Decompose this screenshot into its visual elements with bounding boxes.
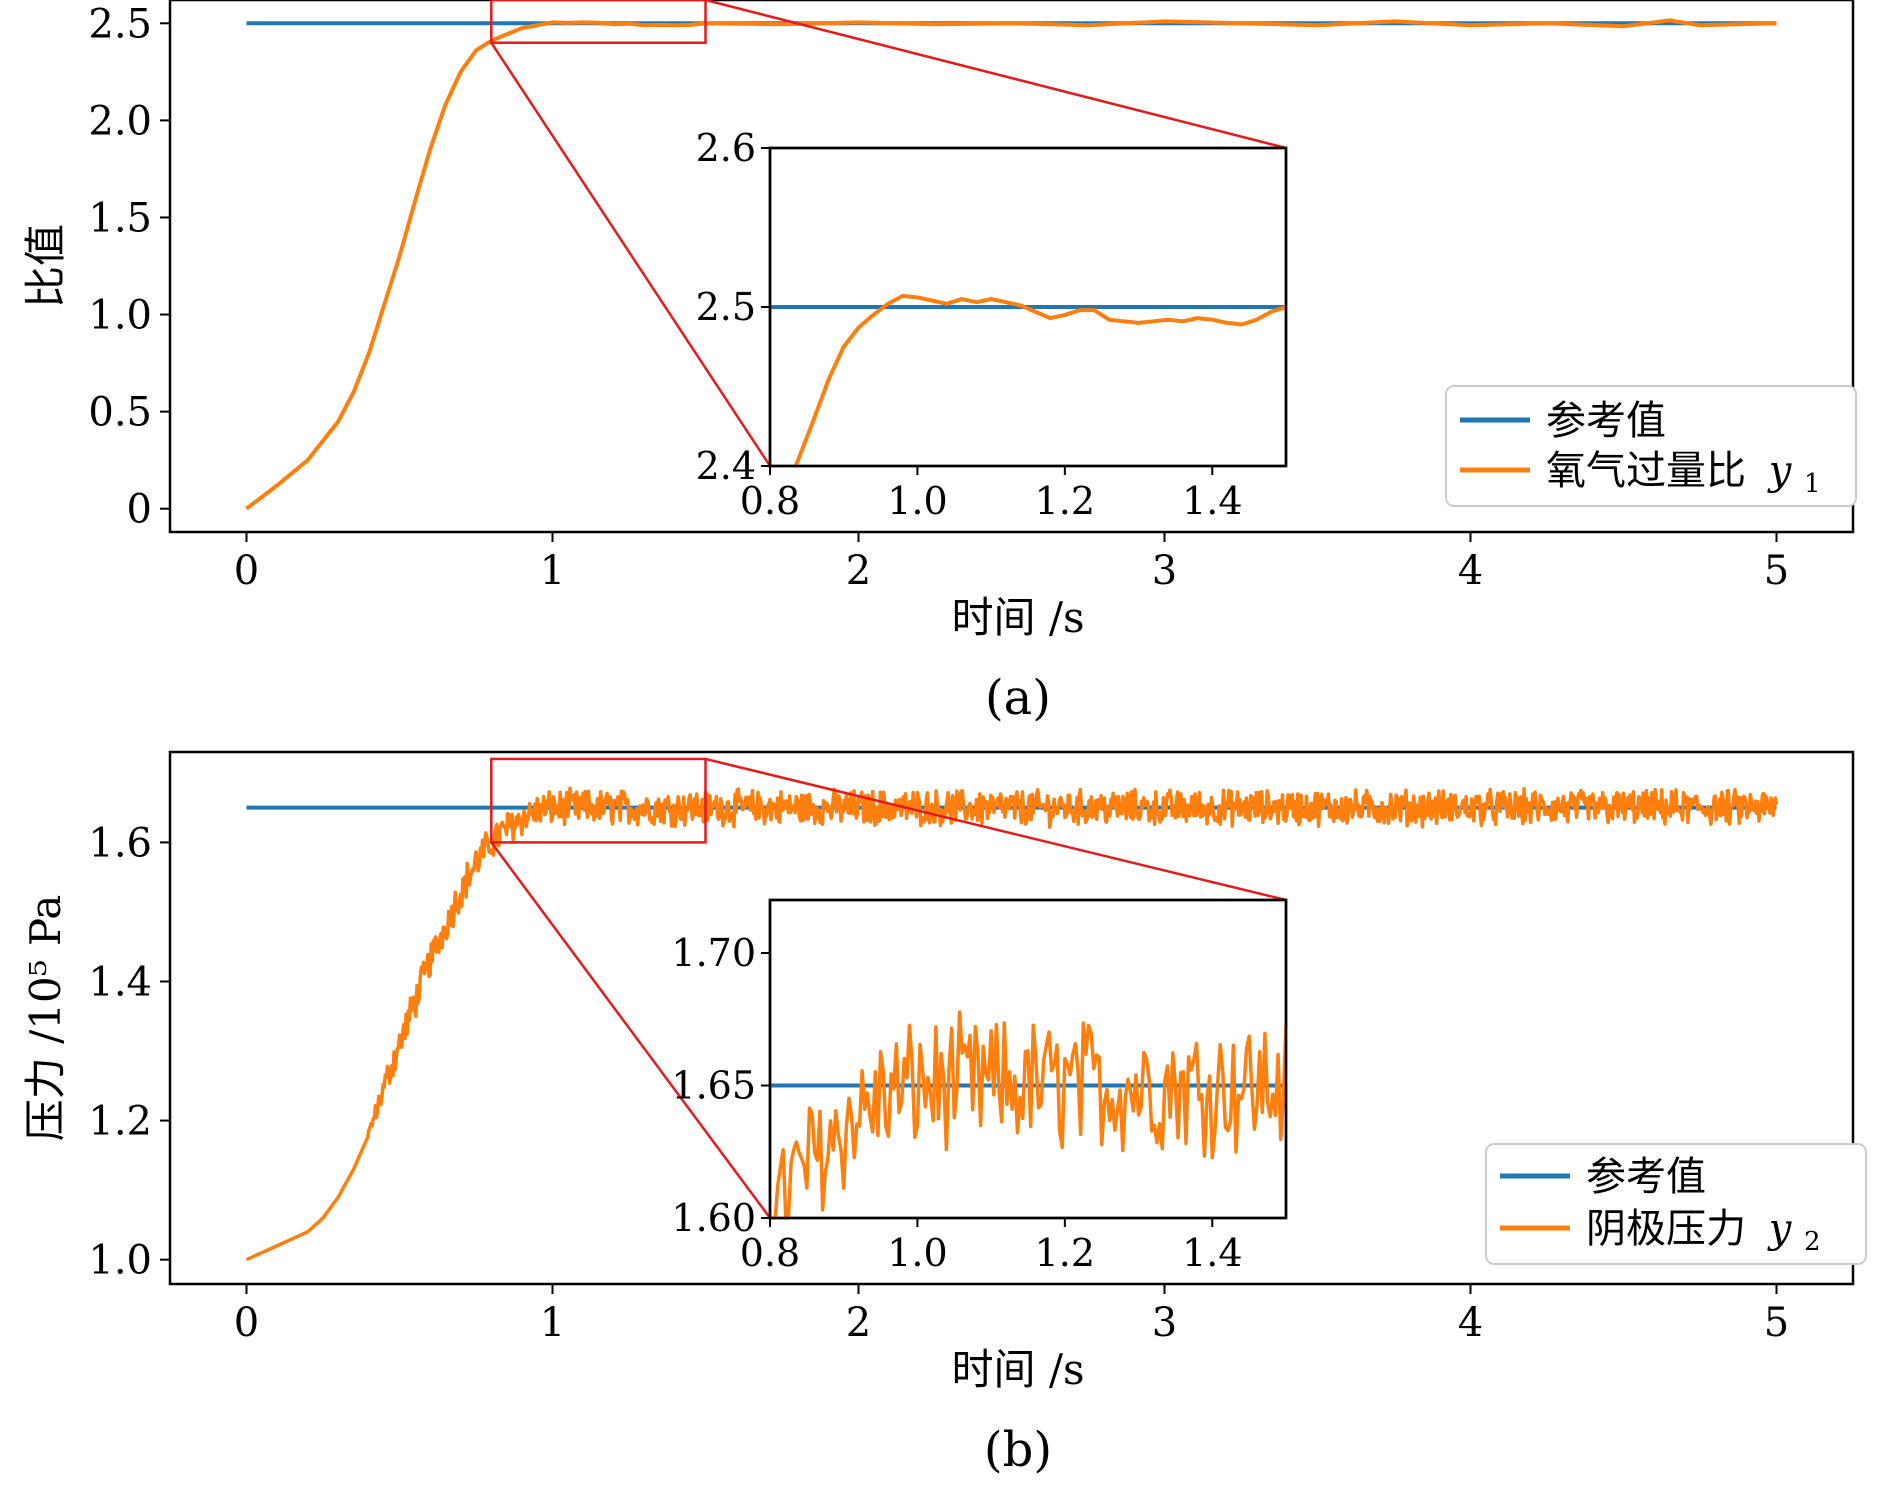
zoom-connector — [490, 841, 772, 1219]
inset-y-tick-label: 2.6 — [696, 126, 756, 170]
inset-x-tick-label: 1.4 — [1182, 1231, 1242, 1275]
panel-a-zoom-connectors — [490, 0, 1287, 467]
panel-a-legend: 参考值 氧气过量比 y 1 — [1445, 385, 1857, 507]
x-tick-label: 5 — [1764, 548, 1789, 594]
y-tick-label: 1.6 — [88, 820, 152, 866]
x-tick-label: 4 — [1458, 1300, 1483, 1346]
inset-x-tick-label: 1.2 — [1035, 1231, 1095, 1275]
panel-b-y-axis-label: 压力 /10⁵ Pa — [21, 895, 70, 1142]
inset-x-tick-label: 0.8 — [740, 1231, 800, 1275]
inset-y2-line — [770, 1010, 1288, 1220]
panel-b-x-ticks: 0 1 2 3 4 5 — [234, 1284, 1789, 1346]
inset-x-tick-label: 0.8 — [740, 479, 800, 523]
panel-b-zoom-connectors — [490, 757, 1287, 1219]
y-tick-label: 1.4 — [88, 959, 152, 1005]
panel-b-legend-ref-label: 参考值 — [1586, 1154, 1706, 1200]
y-tick-label: 2.0 — [88, 98, 152, 144]
zoom-connector — [705, 0, 1287, 150]
y-tick-label: 0 — [127, 487, 152, 533]
y-tick-label: 1.0 — [88, 1238, 152, 1284]
panel-a-label: (a) — [985, 670, 1051, 726]
x-tick-label: 0 — [234, 548, 259, 594]
y-tick-label: 0.5 — [88, 390, 152, 436]
y-tick-label: 1.0 — [88, 293, 152, 339]
x-tick-label: 1 — [540, 548, 565, 594]
inset-y-tick-label: 1.60 — [671, 1196, 756, 1240]
panel-a: 0 1 2 3 4 5 0 0.5 1.0 1.5 2.0 2.5 时间 /s 比值 (a) 0.8… — [21, 0, 1857, 726]
panel-b-y-ticks: 1.0 1.2 1.4 1.6 — [88, 820, 170, 1284]
zoom-connector — [705, 757, 1287, 902]
inset-x-tick-label: 1.4 — [1182, 479, 1242, 523]
y-tick-label: 1.5 — [88, 195, 152, 241]
x-tick-label: 5 — [1764, 1300, 1789, 1346]
zoom-connector — [490, 42, 772, 467]
panel-b-legend-box — [1485, 1143, 1867, 1265]
y1-line — [245, 18, 1777, 511]
inset-y-tick-label: 2.5 — [696, 285, 756, 329]
inset-y-tick-label: 1.70 — [671, 931, 756, 975]
x-tick-label: 2 — [846, 548, 871, 594]
zoom-rectangle — [490, 0, 707, 44]
panel-b-lines — [245, 786, 1779, 1262]
x-tick-label: 4 — [1458, 548, 1483, 594]
inset-x-tick-label: 1.2 — [1035, 479, 1095, 523]
zoom-rectangle — [490, 757, 707, 844]
inset-x-tick-label: 1.0 — [887, 479, 947, 523]
x-tick-label: 3 — [1152, 548, 1177, 594]
panel-a-frame — [168, 0, 1855, 534]
panel-b-legend-y2-label: 阴极压力 y 2 — [1586, 1206, 1821, 1257]
panel-a-y-axis-label: 比值 — [21, 224, 70, 308]
panel-b-label: (b) — [984, 1422, 1052, 1478]
x-tick-label: 2 — [846, 1300, 871, 1346]
panel-a-lines — [245, 18, 1777, 511]
panel-a-legend-y1-label: 氧气过量比 y 1 — [1546, 448, 1821, 499]
panel-b: 0 1 2 3 4 5 1.0 1.2 1.4 1.6 时间 /s 压力 /10⁵ Pa (b)… — [21, 750, 1867, 1478]
panel-b-frame — [168, 750, 1855, 1286]
x-tick-label: 1 — [540, 1300, 565, 1346]
panel-a-y-ticks: 0 0.5 1.0 1.5 2.0 2.5 — [88, 1, 170, 533]
x-tick-label: 0 — [234, 1300, 259, 1346]
panel-a-inset: 0.8 1.0 1.2 1.4 2.4 2.5 2.6 — [696, 126, 1288, 523]
panel-a-legend-ref-label: 参考值 — [1546, 398, 1666, 444]
inset-y1-line — [793, 293, 1287, 467]
inset-y-tick-label: 1.65 — [671, 1064, 756, 1108]
panel-b-legend: 参考值 阴极压力 y 2 — [1485, 1143, 1867, 1265]
y2-line — [245, 786, 1779, 1262]
inset-x-tick-label: 1.0 — [887, 1231, 947, 1275]
panel-a-legend-box — [1445, 385, 1857, 507]
y-tick-label: 2.5 — [88, 1, 152, 47]
panel-b-inset: 0.8 1.0 1.2 1.4 1.60 1.65 1.70 — [671, 898, 1288, 1275]
panel-a-x-ticks: 0 1 2 3 4 5 — [234, 532, 1789, 594]
x-tick-label: 3 — [1152, 1300, 1177, 1346]
panel-a-x-axis-label: 时间 /s — [951, 593, 1084, 642]
panel-b-x-axis-label: 时间 /s — [951, 1345, 1084, 1394]
y-tick-label: 1.2 — [88, 1099, 152, 1145]
inset-y-tick-label: 2.4 — [696, 444, 756, 488]
